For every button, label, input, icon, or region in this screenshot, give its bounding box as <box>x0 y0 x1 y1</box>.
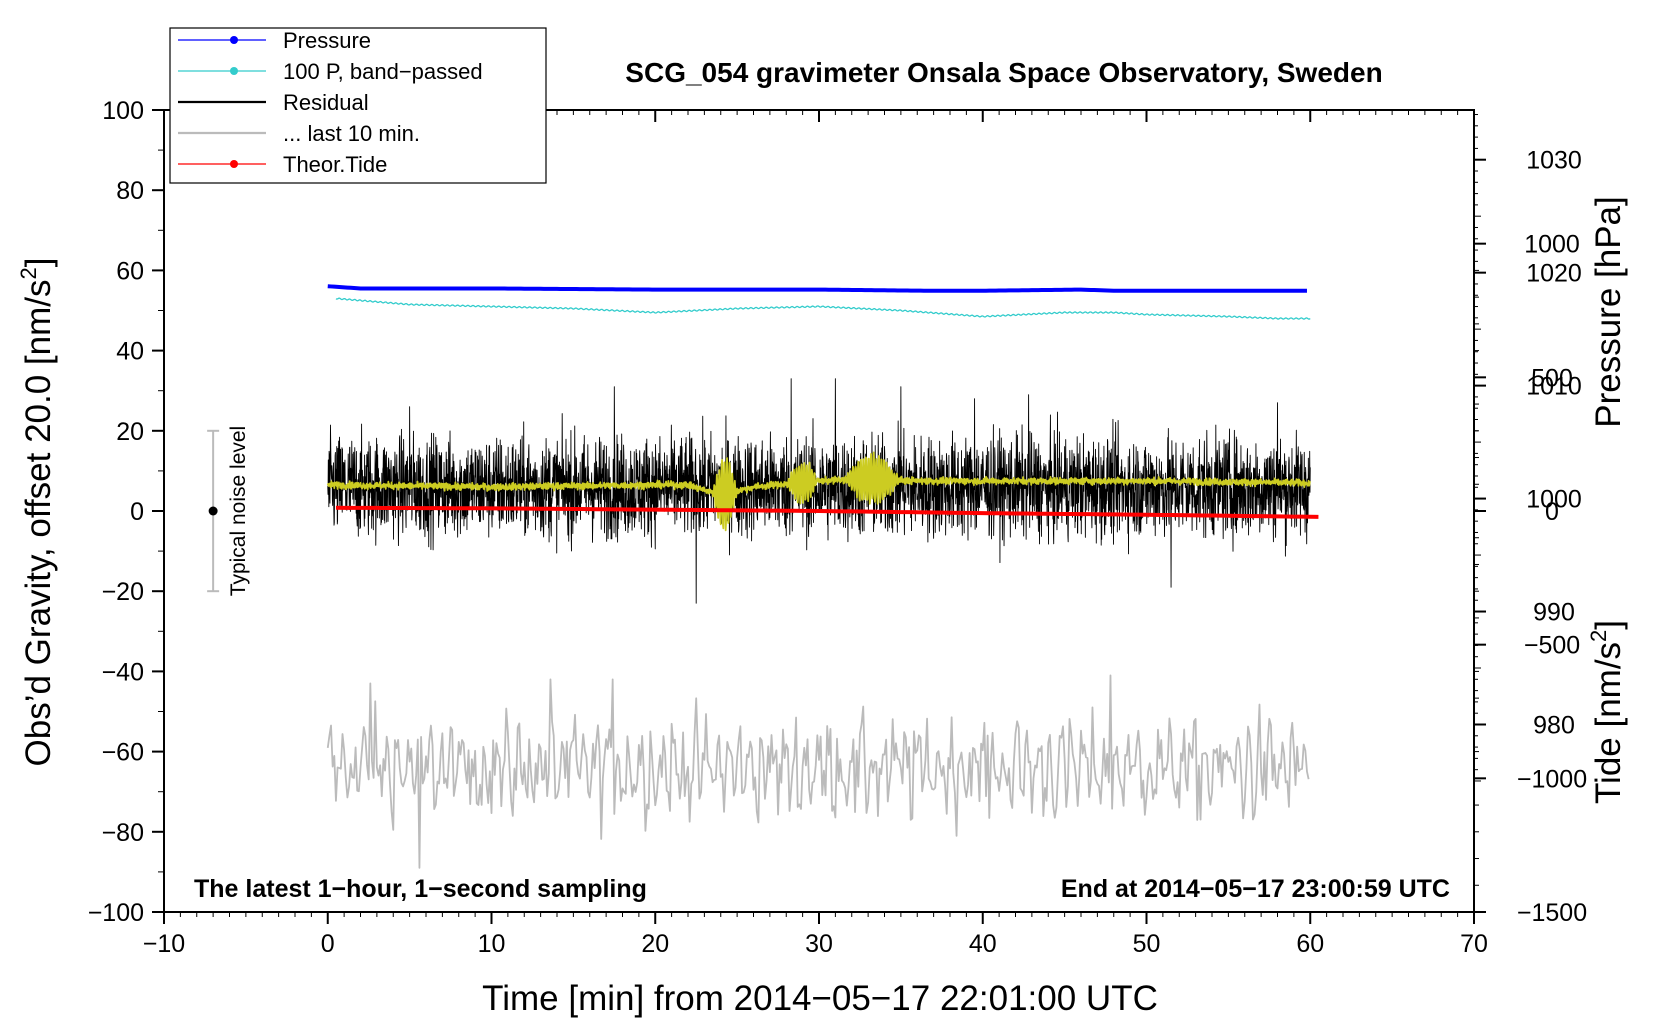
x-tick-label: 10 <box>478 930 506 958</box>
annotation-end-time: End at 2014−05−17 23:00:59 UTC <box>1061 875 1450 903</box>
chart-title: SCG_054 gravimeter Onsala Space Observat… <box>625 57 1382 88</box>
x-axis: −10 0 10 20 30 40 50 60 70 <box>143 110 1488 958</box>
y-axis-title-tide: Tide [nm/s2] <box>1586 620 1628 804</box>
tide-tick-label: 0 <box>1545 498 1559 526</box>
y-tick-label: 80 <box>116 177 144 205</box>
noise-level-indicator: Typical noise level <box>207 426 250 596</box>
x-tick-label: 30 <box>805 930 833 958</box>
legend-entry-label: ... last 10 min. <box>283 121 420 146</box>
y-axis-title-pressure: Pressure [hPa] <box>1589 196 1628 428</box>
x-tick-label: 50 <box>1133 930 1161 958</box>
tide-tick-label: 1000 <box>1524 231 1580 259</box>
tide-tick-label: −1000 <box>1517 765 1587 793</box>
y-tick-label: 0 <box>130 498 144 526</box>
series-theoretical-tide <box>335 505 1319 519</box>
y-tick-label: 20 <box>116 418 144 446</box>
y-axis-title-tide-main: Tide [nm/s <box>1589 642 1628 804</box>
legend-marker <box>230 36 238 44</box>
legend-entry-label: Residual <box>283 90 369 115</box>
y-tick-label: 40 <box>116 338 144 366</box>
y-axis-gravity: 100 80 60 40 20 0 −20 −40 −60 −80 −100 <box>88 97 164 927</box>
x-tick-label: −10 <box>143 930 185 958</box>
y-axis-title-tide-close: ] <box>1589 620 1628 630</box>
pressure-tick-label: 1020 <box>1526 260 1582 288</box>
x-axis-title: Time [min] from 2014−05−17 22:01:00 UTC <box>482 979 1158 1018</box>
legend: Pressure 100 P, band−passed Residual ... la… <box>169 27 547 184</box>
y-tick-label: −80 <box>102 819 144 847</box>
annotation-sampling: The latest 1−hour, 1−second sampling <box>194 875 647 903</box>
series-band-passed <box>335 297 1311 320</box>
pressure-tick-label: 990 <box>1533 599 1575 627</box>
legend-box <box>169 27 547 184</box>
pressure-tick-label: 980 <box>1533 711 1575 739</box>
y-axis-title-tide-sup: 2 <box>1586 630 1611 642</box>
x-tick-label: 20 <box>641 930 669 958</box>
y-tick-label: 60 <box>116 257 144 285</box>
y-axis-title-gravity-close: ] <box>19 258 58 268</box>
legend-marker <box>230 160 238 168</box>
y-tick-label: −100 <box>88 899 144 927</box>
series-last-10-min <box>326 674 1310 869</box>
legend-marker <box>230 67 238 75</box>
series-layer <box>326 284 1319 869</box>
y-axis-title-gravity-main: Obs’d Gravity, offset 20.0 [nm/s <box>19 280 58 767</box>
legend-entry-label: Pressure <box>283 28 371 53</box>
tide-tick-label: 500 <box>1531 364 1573 392</box>
x-tick-label: 40 <box>969 930 997 958</box>
series-pressure <box>327 284 1307 293</box>
y-tick-label: −60 <box>102 739 144 767</box>
tide-tick-label: −1500 <box>1517 899 1587 927</box>
noise-bar-label: Typical noise level <box>227 426 250 596</box>
pressure-tick-label: 1000 <box>1526 486 1582 514</box>
pressure-tick-label: 1010 <box>1526 373 1582 401</box>
y-tick-label: 100 <box>102 97 144 125</box>
x-tick-label: 0 <box>321 930 335 958</box>
series-residual-smoothed <box>326 451 1311 532</box>
tide-tick-label: −500 <box>1524 632 1580 660</box>
x-tick-label: 60 <box>1296 930 1324 958</box>
y-tick-label: −20 <box>102 578 144 606</box>
x-tick-label: 70 <box>1460 930 1488 958</box>
y-axis-title-gravity-sup: 2 <box>16 267 41 279</box>
y-axis-title-gravity: Obs’d Gravity, offset 20.0 [nm/s2] <box>16 258 58 767</box>
legend-entry-label: Theor.Tide <box>283 152 387 177</box>
noise-bar-point <box>208 506 218 516</box>
pressure-tick-label: 1030 <box>1526 147 1582 175</box>
y-tick-label: −40 <box>102 658 144 686</box>
legend-entry-label: 100 P, band−passed <box>283 59 483 84</box>
y-axis-tide: 1000 500 0 −500 −1000 −1500 <box>1474 231 1587 927</box>
y-axis-pressure: 1030 1020 1010 1000 990 980 <box>1474 114 1582 782</box>
